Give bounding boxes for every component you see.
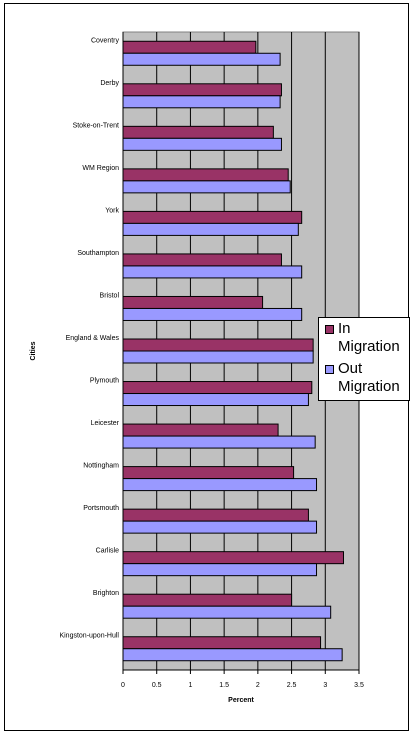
category-label: Stoke-on-Trent xyxy=(73,122,119,129)
x-tick-label: 3.5 xyxy=(354,682,364,689)
x-tick-label: 1.5 xyxy=(219,682,229,689)
category-label: Leicester xyxy=(91,420,120,427)
bar-out-migration xyxy=(122,180,291,194)
bar-in-migration xyxy=(122,338,314,352)
bar-out-migration xyxy=(122,435,316,449)
x-tick-label: 1 xyxy=(188,682,192,689)
bar-out-migration xyxy=(122,222,299,236)
bar-in-migration xyxy=(122,423,279,437)
legend-swatch-out-migration xyxy=(325,365,334,374)
category-label: Carlisle xyxy=(96,548,119,555)
bar-out-migration xyxy=(122,265,303,279)
x-tick-label: 3 xyxy=(323,682,327,689)
category-label: Bristol xyxy=(100,292,120,299)
bar-out-migration xyxy=(122,393,309,407)
bar-in-migration xyxy=(122,295,264,309)
bar-out-migration xyxy=(122,563,318,577)
x-tick-label: 0.5 xyxy=(152,682,162,689)
legend-swatch-in-migration xyxy=(325,325,334,334)
bar-out-migration xyxy=(122,52,281,66)
category-label: Southampton xyxy=(77,250,119,257)
bar-out-migration xyxy=(122,648,343,662)
x-tick-label: 2 xyxy=(256,682,260,689)
bar-in-migration xyxy=(122,466,295,480)
legend-item-in-migration: In Migration xyxy=(325,320,409,356)
bar-out-migration xyxy=(122,350,314,364)
legend-label: In Migration xyxy=(338,320,400,355)
category-label: Coventry xyxy=(91,37,120,44)
category-label: Derby xyxy=(100,80,119,87)
category-label: WM Region xyxy=(82,165,119,172)
bar-in-migration xyxy=(122,40,257,54)
category-label: York xyxy=(105,207,119,214)
bar-out-migration xyxy=(122,95,281,109)
category-labels: Coventry Derby Stoke-on-Trent WM Region York… xyxy=(59,37,119,639)
bar-in-migration xyxy=(122,381,313,395)
bar-in-migration xyxy=(122,125,274,139)
bars xyxy=(122,40,344,662)
category-label: Nottingham xyxy=(83,463,119,470)
category-label: Kingston-upon-Hull xyxy=(59,633,119,640)
bar-in-migration xyxy=(122,83,282,97)
legend-item-out-migration: Out Migration xyxy=(325,360,409,396)
bar-in-migration xyxy=(122,168,289,182)
bar-in-migration xyxy=(122,210,303,224)
bar-in-migration xyxy=(122,551,344,565)
bar-in-migration xyxy=(122,508,309,522)
bar-out-migration xyxy=(122,478,318,492)
legend-label: Out Migration xyxy=(338,360,400,395)
category-label: England & Wales xyxy=(66,335,120,342)
bar-in-migration xyxy=(122,593,293,607)
x-tick-label: 2.5 xyxy=(287,682,297,689)
category-label: Plymouth xyxy=(90,378,119,385)
bar-in-migration xyxy=(122,636,322,650)
x-axis-title: Percent xyxy=(228,697,254,704)
bar-out-migration xyxy=(122,137,282,151)
y-axis-title: Cities xyxy=(30,341,37,360)
category-label: Portsmouth xyxy=(83,505,119,512)
x-tick-label: 0 xyxy=(121,682,125,689)
bar-in-migration xyxy=(122,253,282,267)
bar-out-migration xyxy=(122,307,303,321)
bar-out-migration xyxy=(122,605,332,619)
category-label: Brighton xyxy=(93,590,119,597)
legend: In Migration Out Migration xyxy=(318,317,410,401)
bar-out-migration xyxy=(122,520,318,534)
x-tick-labels: 0 0.5 1 1.5 2 2.5 3 3.5 xyxy=(121,682,364,689)
